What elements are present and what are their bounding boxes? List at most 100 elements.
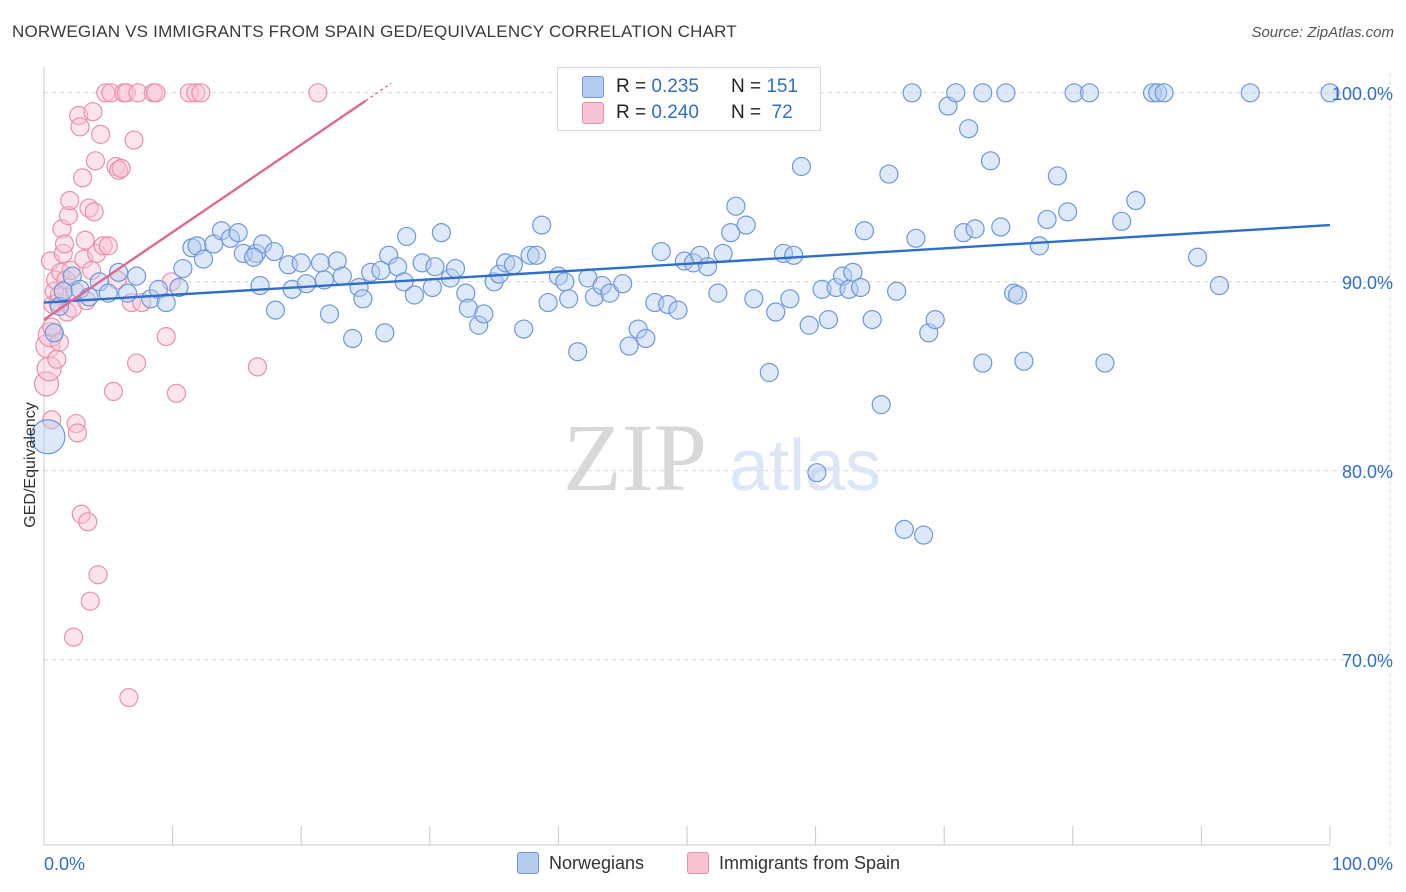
norwegian-point bbox=[250, 275, 270, 296]
norwegian-point bbox=[1007, 285, 1028, 305]
norwegian-point bbox=[996, 83, 1016, 103]
norwegian-point bbox=[469, 315, 489, 335]
norwegians-legend-label: Norwegians bbox=[549, 852, 645, 873]
x-tick-labels: 0.0% 100.0% bbox=[44, 854, 1393, 874]
norwegian-point bbox=[668, 300, 688, 320]
r-value-spain: 0.240 bbox=[651, 102, 699, 123]
norwegian-point bbox=[894, 519, 914, 539]
spain-point bbox=[146, 83, 166, 103]
norwegian-point bbox=[265, 300, 286, 320]
norwegian-point bbox=[965, 219, 985, 239]
spain-point bbox=[79, 198, 99, 218]
spain-legend-swatch bbox=[687, 852, 709, 874]
spain-point bbox=[98, 236, 118, 256]
norwegian-point bbox=[169, 277, 189, 298]
norwegian-point bbox=[1142, 83, 1163, 103]
norwegian-point bbox=[697, 257, 718, 277]
spain-point bbox=[67, 423, 88, 443]
norwegian-point bbox=[744, 289, 764, 309]
norwegian-point bbox=[807, 463, 827, 483]
n-value-spain: 72 bbox=[766, 102, 793, 123]
gridlines bbox=[44, 73, 1391, 845]
norwegian-point bbox=[397, 226, 417, 247]
norwegian-point bbox=[404, 285, 424, 305]
norwegian-point bbox=[959, 119, 979, 139]
norwegian-point bbox=[636, 328, 656, 349]
trend-lines bbox=[43, 82, 1331, 321]
norwegian-point bbox=[1126, 190, 1146, 211]
norwegian-point bbox=[353, 289, 373, 309]
norwegian-point bbox=[79, 287, 99, 307]
series-immigrants-from-spain bbox=[33, 83, 328, 708]
source-label: Source: ZipAtlas.com bbox=[1251, 24, 1394, 41]
norwegian-point bbox=[319, 304, 340, 324]
norwegian-point bbox=[332, 266, 352, 286]
norwegian-point bbox=[584, 287, 605, 307]
spain-point bbox=[126, 353, 147, 373]
norwegian-point bbox=[973, 353, 993, 373]
norwegian-point bbox=[1209, 275, 1230, 296]
norwegian-point bbox=[791, 156, 812, 177]
axes bbox=[43, 67, 1331, 846]
norwegian-point bbox=[799, 315, 819, 335]
spain-point bbox=[308, 83, 328, 103]
norwegian-point bbox=[156, 292, 176, 313]
norwegian-point bbox=[310, 253, 331, 273]
spain-point bbox=[124, 130, 144, 150]
norwegian-point bbox=[780, 289, 800, 309]
norwegians-trend-line bbox=[43, 223, 1331, 304]
norwegian-point bbox=[327, 251, 347, 271]
norwegian-point bbox=[879, 164, 899, 184]
norwegian-point bbox=[1320, 83, 1340, 103]
chart-title: NORWEGIAN VS IMMIGRANTS FROM SPAIN GED/E… bbox=[12, 22, 737, 41]
norwegian-point bbox=[538, 292, 558, 313]
norwegian-point bbox=[925, 309, 945, 330]
norwegian-point bbox=[871, 395, 891, 415]
norwegian-point bbox=[568, 342, 588, 362]
legend-row-norwegians: R = 0.235 N = 151 bbox=[582, 75, 798, 99]
legend-item-spain[interactable]: Immigrants from Spain bbox=[687, 852, 900, 874]
spain-trend-line-extension bbox=[365, 82, 392, 102]
y-tick-label: 100.0% bbox=[1332, 84, 1393, 104]
norwegian-point bbox=[375, 323, 395, 343]
norwegian-point bbox=[1079, 83, 1100, 103]
norwegian-point bbox=[726, 196, 746, 216]
norwegian-point bbox=[613, 274, 633, 294]
norwegian-point bbox=[1112, 211, 1132, 231]
spain-point bbox=[116, 83, 136, 103]
norwegian-point bbox=[30, 419, 66, 455]
norwegian-point bbox=[445, 258, 466, 279]
norwegian-point bbox=[736, 215, 756, 235]
spain-point bbox=[54, 234, 75, 254]
y-tick-label: 70.0% bbox=[1342, 651, 1393, 671]
norwegian-point bbox=[456, 283, 476, 303]
spain-point bbox=[75, 230, 95, 250]
spain-point bbox=[87, 243, 107, 264]
norwegian-point bbox=[1187, 247, 1208, 267]
norwegian-point bbox=[520, 245, 540, 265]
norwegian-point bbox=[1095, 353, 1115, 373]
norwegian-point bbox=[1154, 83, 1174, 103]
legend-item-norwegians[interactable]: Norwegians bbox=[517, 852, 644, 874]
spain-point bbox=[58, 206, 79, 226]
legend-row-spain: R = 0.240 N = 72 bbox=[582, 101, 793, 125]
spain-point bbox=[186, 83, 206, 103]
spain-point bbox=[63, 627, 84, 647]
norwegian-point bbox=[812, 279, 832, 299]
norwegian-point bbox=[1064, 83, 1084, 103]
norwegian-point bbox=[1047, 166, 1067, 186]
norwegian-point bbox=[117, 283, 138, 303]
spain-point bbox=[47, 349, 67, 369]
norwegian-point bbox=[503, 255, 523, 275]
norwegian-point bbox=[600, 283, 620, 303]
norwegian-point bbox=[532, 215, 552, 235]
norwegian-point bbox=[555, 272, 575, 292]
norwegian-point bbox=[526, 245, 547, 265]
x-tick-label: 100.0% bbox=[1332, 854, 1393, 874]
norwegian-point bbox=[713, 243, 733, 264]
norwegian-point bbox=[296, 274, 316, 294]
norwegian-point bbox=[193, 249, 214, 269]
norwegian-point bbox=[946, 83, 966, 103]
r-label: R = bbox=[616, 76, 647, 97]
